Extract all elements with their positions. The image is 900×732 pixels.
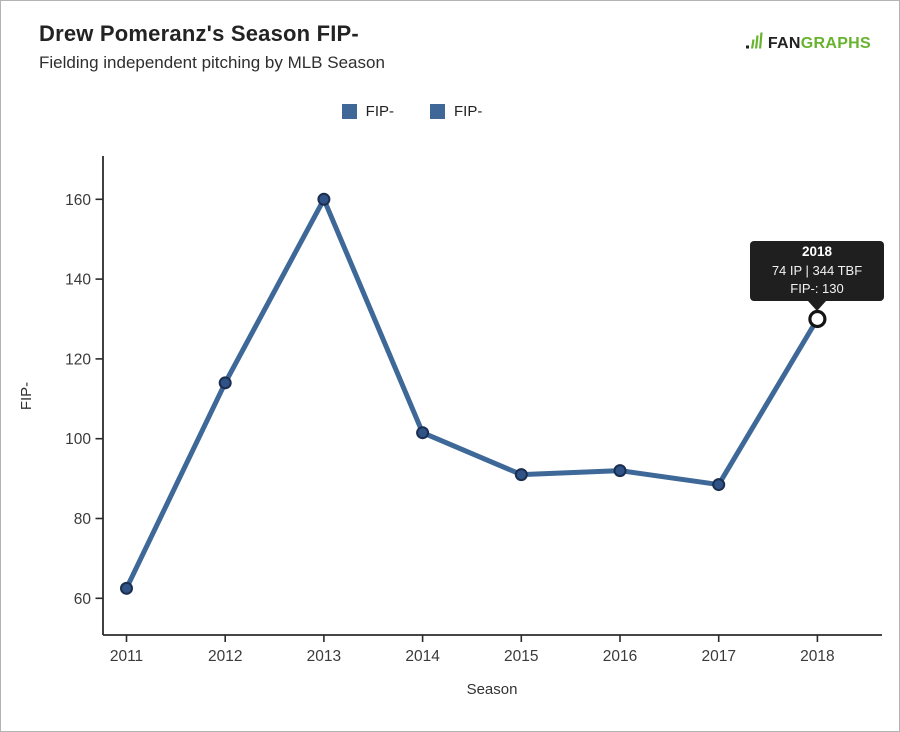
x-tick-label: 2012 (208, 648, 242, 665)
x-tick-label: 2018 (800, 648, 834, 665)
tooltip: 2018 74 IP | 344 TBF FIP-: 130 (750, 241, 884, 311)
y-tick-label: 160 (65, 192, 91, 209)
axis-ticks: 60 80 100 120 140 160 2011 2012 2013 2014 2015 2016… (65, 192, 835, 665)
tooltip-season: 2018 (801, 244, 833, 260)
data-point[interactable] (514, 468, 528, 482)
tooltip-pointer (808, 301, 826, 311)
fangraphs-chart-icon (745, 31, 765, 56)
y-tick-label: 60 (74, 591, 92, 608)
x-tick-label: 2013 (307, 648, 341, 665)
legend-item-label: FIP- (365, 103, 394, 120)
y-tick-label: 120 (65, 351, 91, 368)
page-subtitle: Fielding independent pitching by MLB Sea… (39, 53, 385, 72)
fangraphs-logo[interactable]: FAN GRAPHS (745, 31, 871, 56)
logo-text-graphs: GRAPHS (800, 34, 871, 52)
data-point[interactable] (416, 426, 430, 440)
legend-item-fip-1[interactable]: FIP- (341, 103, 394, 120)
data-point[interactable] (218, 376, 232, 390)
data-point[interactable] (613, 464, 627, 478)
legend-swatch-icon (341, 104, 357, 119)
legend-item-fip-2[interactable]: FIP- (430, 103, 482, 120)
x-tick-label: 2014 (405, 648, 440, 665)
y-tick-label: 80 (74, 511, 92, 528)
x-tick-label: 2016 (603, 648, 637, 665)
x-axis-title: Season (467, 681, 518, 698)
y-tick-label: 100 (65, 431, 91, 448)
page-title: Drew Pomeranz's Season FIP- (39, 21, 359, 46)
legend: FIP- FIP- (1, 103, 861, 120)
x-tick-label: 2017 (701, 648, 735, 665)
logo-text-fan: FAN (767, 34, 801, 52)
legend-item-label: FIP- (454, 103, 483, 120)
tooltip-value: FIP-: 130 (790, 281, 844, 297)
data-point[interactable] (712, 478, 726, 492)
x-tick-label: 2011 (110, 648, 143, 665)
fip-line (124, 196, 820, 591)
y-tick-label: 140 (65, 272, 91, 289)
axes (102, 156, 882, 636)
data-point[interactable] (120, 581, 133, 595)
data-point-highlighted[interactable] (808, 309, 827, 329)
y-axis-title: FIP- (18, 382, 35, 410)
x-tick-label: 2015 (504, 648, 538, 665)
tooltip-stats: 74 IP | 344 TBF (771, 263, 863, 279)
data-point[interactable] (317, 192, 331, 206)
legend-swatch-icon (430, 104, 445, 119)
data-series (120, 192, 827, 595)
